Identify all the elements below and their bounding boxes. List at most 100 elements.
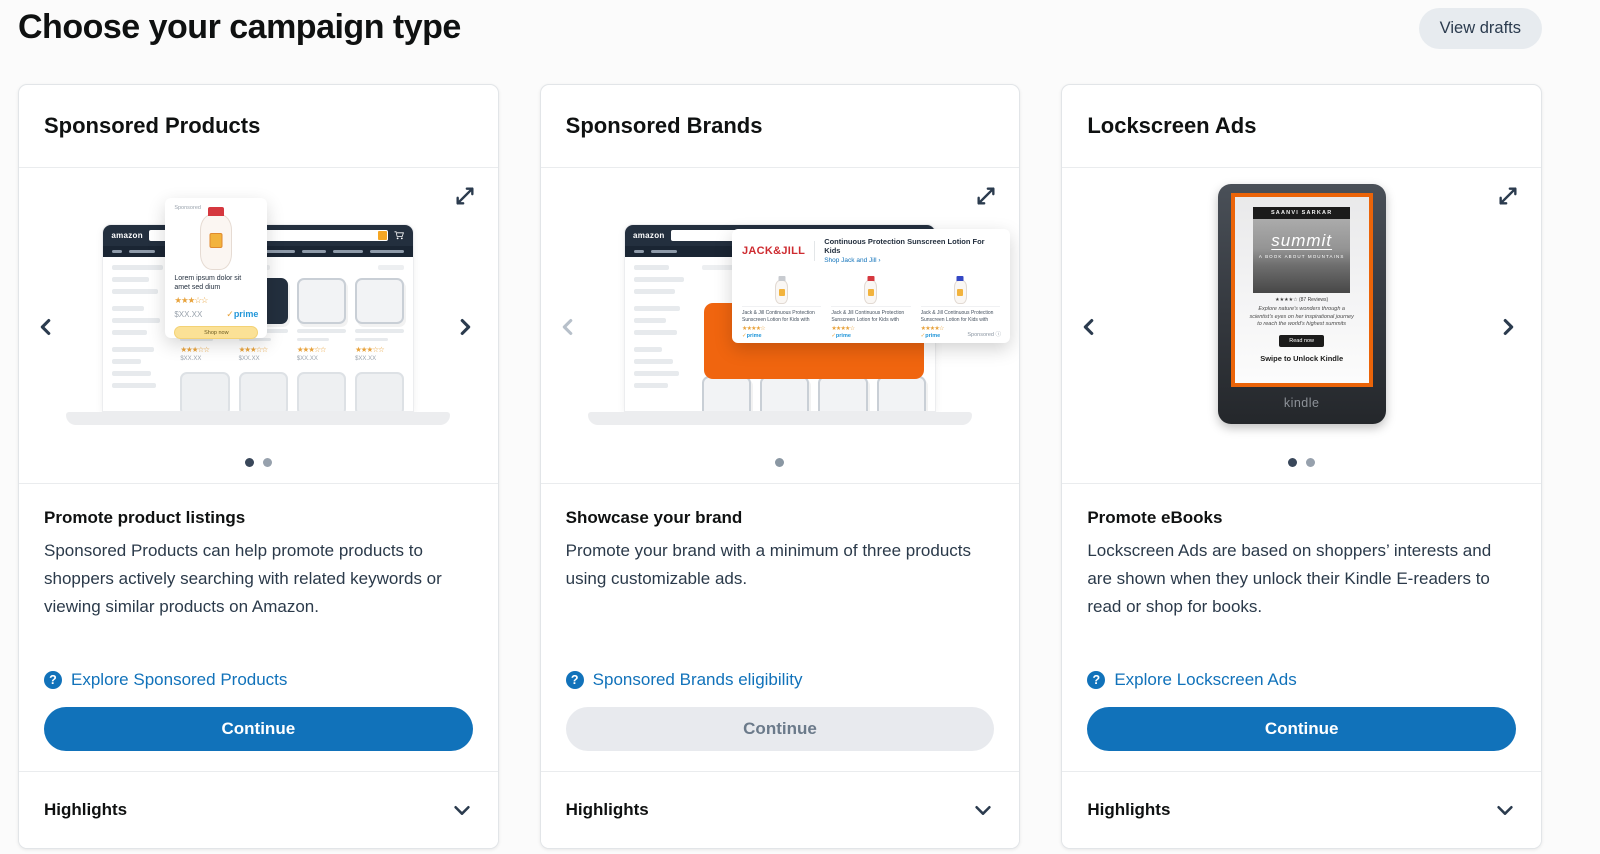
kindle-device: SAANVI SARKAR summit A BOOK ABOUT MOUNTA… bbox=[1217, 184, 1386, 424]
sponsored-brands-illustration: amazon bbox=[541, 168, 1020, 483]
sponsored-ad-popup: Sponsored Lorem ipsum dolor sit amet sed… bbox=[165, 198, 268, 339]
highlights-label: Highlights bbox=[1087, 800, 1171, 819]
carousel-next-button[interactable] bbox=[454, 312, 482, 342]
card-sponsored-brands: Sponsored Brands amazon bbox=[539, 84, 1021, 849]
highlights-label: Highlights bbox=[565, 800, 649, 819]
sponsored-label: Sponsored ⓘ bbox=[967, 332, 1001, 338]
kindle-logo: kindle bbox=[1283, 396, 1320, 410]
page-header: Choose your campaign type View drafts bbox=[0, 0, 1600, 68]
carousel-dot[interactable] bbox=[1306, 458, 1316, 467]
expand-icon[interactable] bbox=[454, 184, 478, 208]
carousel-dot[interactable] bbox=[262, 458, 272, 467]
carousel-dot[interactable] bbox=[244, 458, 254, 467]
carousel-lockscreen-ads: SAANVI SARKAR summit A BOOK ABOUT MOUNTA… bbox=[1062, 168, 1541, 484]
card-header: Sponsored Brands bbox=[540, 85, 1020, 168]
star-rating: ★★★☆☆ bbox=[174, 295, 208, 305]
book-cover: summit A BOOK ABOUT MOUNTAINS bbox=[1253, 219, 1350, 293]
sponsored-label: Sponsored bbox=[174, 205, 201, 211]
banner-product-tile: Jack & Jill Continuous Protection Sunscr… bbox=[741, 271, 822, 339]
shop-now-button: Shop now bbox=[174, 326, 259, 339]
card-title: Lockscreen Ads bbox=[1087, 113, 1257, 138]
description-heading: Showcase your brand bbox=[565, 508, 743, 527]
laptop-base bbox=[66, 412, 451, 425]
carousel-dot[interactable] bbox=[775, 458, 785, 467]
prime-badge: ✓prime bbox=[226, 309, 259, 319]
description-heading: Promote eBooks bbox=[1087, 508, 1223, 527]
amazon-logo: amazon bbox=[632, 231, 665, 240]
help-icon: ? bbox=[44, 671, 62, 689]
card-description: Promote eBooks Lockscreen Ads are based … bbox=[1062, 484, 1541, 771]
description-body: Sponsored Products can help promote prod… bbox=[44, 541, 442, 616]
card-sponsored-products: Sponsored Products amazon bbox=[18, 84, 499, 849]
card-description: Promote product listings Sponsored Produ… bbox=[19, 484, 498, 771]
card-header: Lockscreen Ads bbox=[1062, 85, 1541, 168]
book-author: SAANVI SARKAR bbox=[1253, 207, 1350, 219]
explore-lockscreen-ads-link[interactable]: ? Explore Lockscreen Ads bbox=[1087, 670, 1516, 690]
continue-button[interactable]: Continue bbox=[565, 707, 995, 751]
read-now-button: Read now bbox=[1279, 334, 1325, 347]
cart-icon bbox=[394, 231, 405, 240]
chevron-down-icon bbox=[453, 805, 470, 815]
card-lockscreen-ads: Lockscreen Ads SAANVI SARKAR summ bbox=[1061, 84, 1542, 849]
carousel-dots bbox=[541, 458, 1020, 467]
book-subtitle: A BOOK ABOUT MOUNTAINS bbox=[1258, 254, 1345, 259]
product-price: $XX.XX bbox=[174, 310, 203, 319]
link-label: Explore Lockscreen Ads bbox=[1114, 670, 1297, 689]
search-bar bbox=[148, 230, 389, 241]
description-body: Promote your brand with a minimum of thr… bbox=[565, 541, 971, 588]
sponsored-brands-eligibility-link[interactable]: ? Sponsored Brands eligibility bbox=[565, 670, 995, 690]
highlights-toggle[interactable]: Highlights bbox=[1062, 771, 1541, 848]
card-header: Sponsored Products bbox=[19, 85, 498, 168]
carousel-prev-button[interactable] bbox=[1078, 312, 1106, 342]
swipe-to-unlock-label: Swipe to Unlock Kindle bbox=[1260, 353, 1344, 363]
help-icon: ? bbox=[1087, 671, 1106, 689]
help-icon: ? bbox=[565, 671, 584, 689]
product-bottle-illustration bbox=[200, 207, 233, 270]
amazon-logo: amazon bbox=[111, 231, 143, 240]
card-description: Showcase your brand Promote your brand w… bbox=[541, 484, 1020, 771]
banner-product-tile: Jack & Jill Continuous Protection Sunscr… bbox=[831, 271, 911, 339]
banner-product-tile: Jack & Jill Continuous Protection Sunscr… bbox=[920, 271, 1000, 339]
kindle-lockscreen: SAANVI SARKAR summit A BOOK ABOUT MOUNTA… bbox=[1230, 193, 1373, 387]
campaign-type-cards: Sponsored Products amazon bbox=[18, 84, 1542, 849]
description-heading: Promote product listings bbox=[44, 508, 246, 527]
carousel-prev-button[interactable] bbox=[35, 312, 63, 342]
sponsored-products-illustration: amazon bbox=[19, 168, 498, 483]
book-title: summit bbox=[1271, 231, 1333, 250]
chevron-down-icon bbox=[975, 805, 992, 815]
chevron-down-icon bbox=[1497, 805, 1513, 815]
search-button-icon bbox=[378, 231, 388, 240]
carousel-prev-button[interactable] bbox=[557, 312, 585, 342]
mini-filter-sidebar bbox=[112, 265, 170, 411]
mini-filter-sidebar bbox=[633, 265, 692, 411]
link-label: Sponsored Brands eligibility bbox=[592, 670, 803, 689]
brand-logo: JACK&JILL bbox=[741, 244, 806, 257]
highlights-toggle[interactable]: Highlights bbox=[540, 771, 1020, 848]
carousel-dots bbox=[19, 458, 498, 467]
book-description: Explore nature's wonders through a scien… bbox=[1249, 306, 1354, 327]
highlights-label: Highlights bbox=[44, 800, 128, 819]
lockscreen-ads-illustration: SAANVI SARKAR summit A BOOK ABOUT MOUNTA… bbox=[1062, 168, 1541, 483]
banner-headline: Continuous Protection Sunscreen Lotion F… bbox=[824, 237, 985, 255]
page-title: Choose your campaign type bbox=[18, 8, 461, 46]
banner-shop-link: Shop Jack and Jill › bbox=[824, 257, 881, 264]
highlights-toggle[interactable]: Highlights bbox=[19, 771, 498, 848]
expand-icon[interactable] bbox=[1497, 184, 1521, 208]
laptop-base bbox=[587, 412, 972, 425]
product-title: Lorem ipsum dolor sit amet sed dium bbox=[174, 275, 242, 291]
carousel-sponsored-brands: amazon bbox=[540, 168, 1020, 484]
explore-sponsored-products-link[interactable]: ? Explore Sponsored Products bbox=[44, 670, 473, 690]
carousel-dot[interactable] bbox=[1288, 458, 1298, 467]
carousel-dots bbox=[1062, 458, 1541, 467]
description-body: Lockscreen Ads are based on shoppers’ in… bbox=[1087, 541, 1492, 616]
book-review-line: ★★★★☆ (87 Reviews) bbox=[1275, 297, 1329, 303]
continue-button[interactable]: Continue bbox=[1087, 707, 1516, 751]
carousel-sponsored-products: amazon bbox=[19, 168, 498, 484]
view-drafts-button[interactable]: View drafts bbox=[1418, 8, 1542, 49]
card-title: Sponsored Products bbox=[44, 113, 261, 138]
continue-button[interactable]: Continue bbox=[44, 707, 473, 751]
expand-icon[interactable] bbox=[975, 184, 999, 208]
link-label: Explore Sponsored Products bbox=[71, 670, 288, 689]
card-title: Sponsored Brands bbox=[565, 113, 763, 138]
carousel-next-button[interactable] bbox=[1497, 312, 1525, 342]
